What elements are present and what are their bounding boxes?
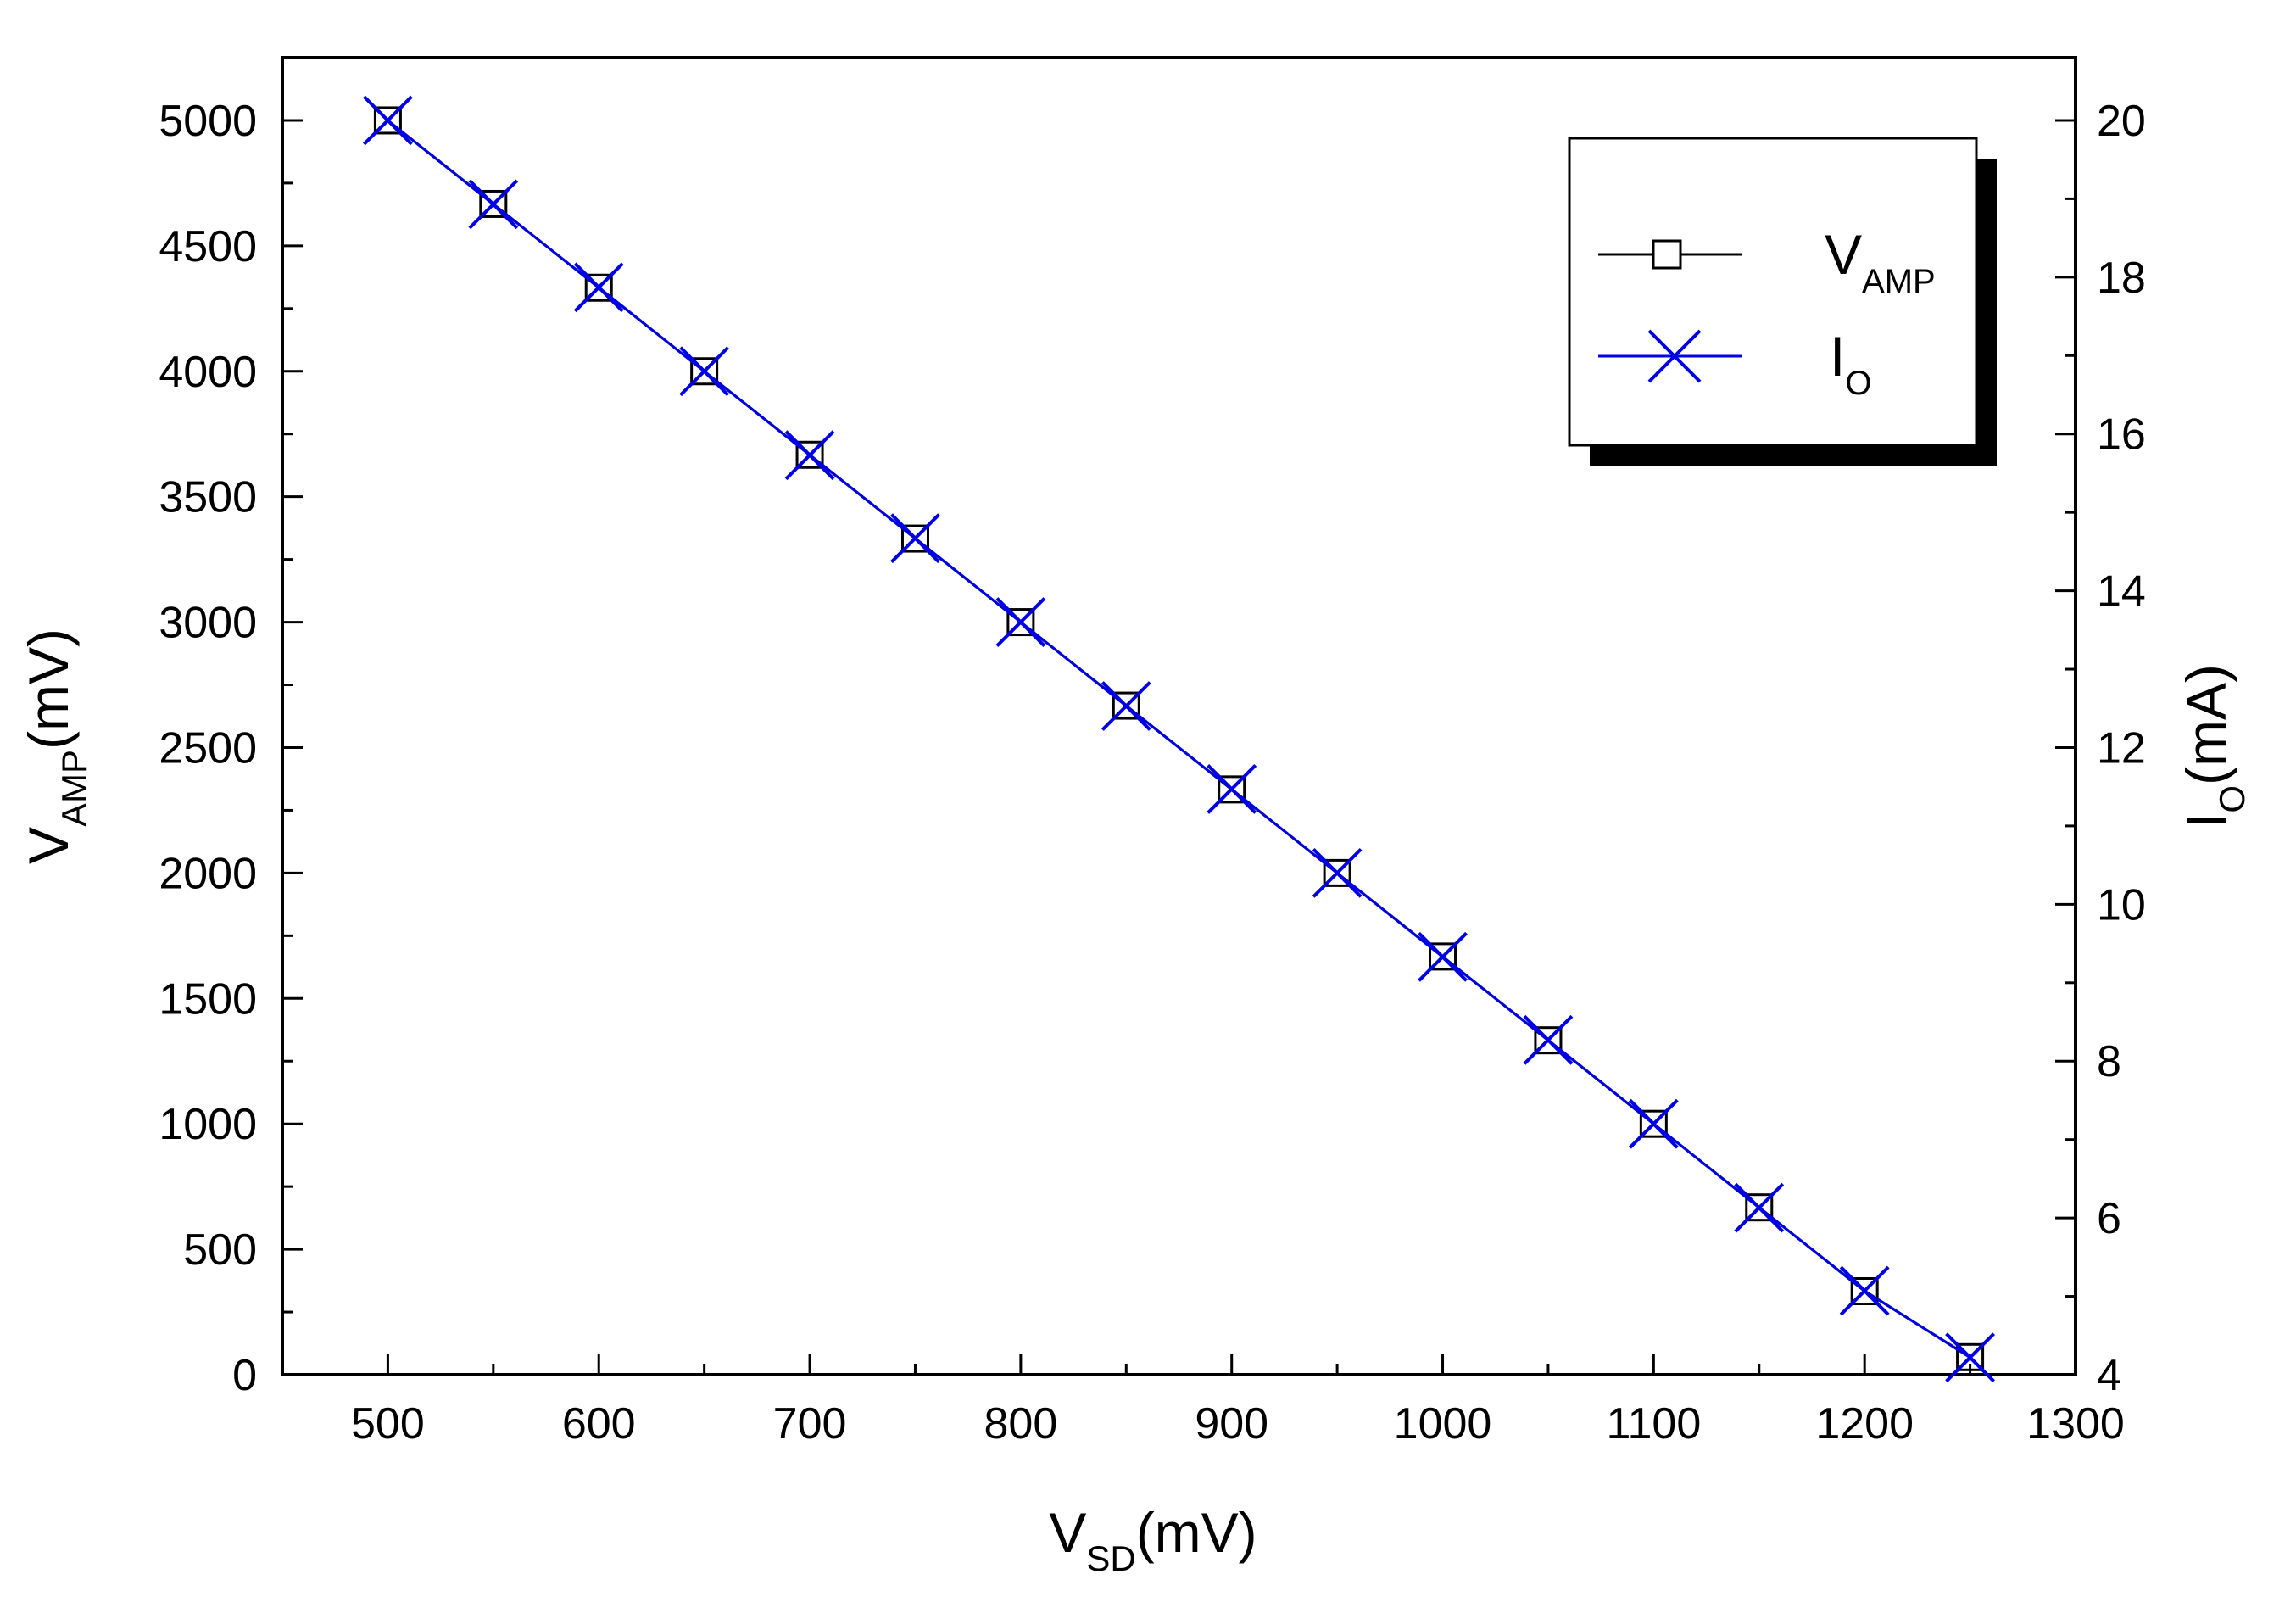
data-point-square [373,106,402,135]
y-tick-label: 0 [232,1351,257,1400]
x-tick-label: 600 [562,1399,636,1448]
x-tick-label: 800 [984,1399,1057,1448]
y-tick-label: 4000 [159,348,257,397]
data-point-square [1956,1342,1985,1371]
y-tick-label: 5000 [159,97,257,146]
data-point-x [1628,1098,1679,1149]
x-marker-stroke [1523,1014,1574,1065]
y2-tick-label: 10 [2097,880,2146,929]
data-point-square [690,357,719,386]
x-marker-stroke [890,513,940,564]
x-marker-stroke [362,95,413,146]
x-marker-stroke [679,346,730,397]
y2-tick-label: 12 [2097,723,2146,773]
data-point-square [795,440,824,469]
y-axis-title: VAMP(mV) [17,628,94,864]
y2-tick-label: 20 [2097,97,2146,146]
legend-box [1568,137,1978,447]
data-point-x [995,597,1046,647]
y2-tick-label: 4 [2097,1351,2121,1400]
data-point-square [479,189,508,218]
data-point-x [468,179,519,230]
x-tick-label: 1300 [2026,1399,2125,1448]
y2-tick-label: 18 [2097,254,2146,303]
data-point-x [1101,681,1151,731]
series-line-i-o [387,119,1971,1359]
y-tick-label: 2500 [159,723,257,773]
series-layer [362,95,1996,1383]
data-point-square [1850,1276,1879,1305]
x-marker-stroke [1101,681,1151,731]
data-point-x [1734,1182,1785,1233]
y2-axis-title: IO(mA) [2175,664,2252,829]
x-marker-stroke [1734,1182,1785,1233]
x-tick-label: 500 [351,1399,425,1448]
x-tick-label: 700 [773,1399,847,1448]
data-point-x [679,346,730,397]
x-tick-label: 900 [1195,1399,1268,1448]
data-point-square [1112,691,1140,720]
x-tick-label: 1100 [1606,1399,1701,1448]
data-point-x [784,430,835,481]
y-tick-label: 2000 [159,849,257,898]
data-point-square [1534,1026,1563,1055]
x-marker-stroke [784,430,835,481]
legend-entry-i-o: IO [1598,325,1871,402]
data-point-square [1639,1109,1668,1138]
x-marker-stroke [1628,1098,1679,1149]
x-tick-label: 1200 [1815,1399,1914,1448]
y-tick-label: 4500 [159,222,257,271]
data-point-x [890,513,940,564]
data-point-x [1839,1265,1890,1316]
x-marker-stroke [995,597,1046,647]
x-marker-stroke [468,179,519,230]
data-point-x [573,262,624,313]
legend-x-marker-b [1647,329,1702,383]
data-point-x [1207,764,1257,814]
data-point-x [1418,931,1468,982]
data-point-square [1323,858,1351,887]
y-tick-label: 3000 [159,599,257,648]
x-marker-stroke [1945,1332,1996,1383]
y2-tick-label: 14 [2097,567,2146,617]
axes: 500 600 700 800 900 1000 1100 1200 1300 0 500 1000 1… [159,56,2146,1448]
x-marker-stroke [1839,1265,1890,1316]
legend-label-v-amp: VAMP [1825,223,1936,300]
y2-tick-label: 6 [2097,1194,2121,1243]
x-axis-title: VSD(mV) [1049,1501,1257,1578]
plot-frame [281,56,2077,1376]
data-point-square [1218,775,1246,804]
data-point-x [1523,1014,1574,1065]
data-point-square [900,524,929,553]
data-point-square [1006,608,1035,637]
data-point-x [1945,1332,1996,1383]
data-point-square [1429,942,1457,971]
y-tick-label: 1000 [159,1100,257,1149]
data-point-x [362,95,413,146]
y-tick-label: 1500 [159,974,257,1024]
data-point-square [584,273,613,302]
y2-tick-label: 8 [2097,1037,2121,1086]
data-point-square [1745,1193,1774,1222]
x-marker-stroke [1312,847,1363,898]
legend-entry-v-amp: VAMP [1598,223,1936,300]
x-marker-stroke [573,262,624,313]
legend: VAMP IO [1568,137,1997,466]
data-point-x [1312,847,1363,898]
y-tick-label: 500 [183,1225,257,1275]
x-tick-label: 1000 [1394,1399,1492,1448]
x-marker-stroke [1418,931,1468,982]
x-marker-stroke [1207,764,1257,814]
y-tick-label: 3500 [159,473,257,522]
legend-label-i-o: IO [1830,325,1871,402]
y2-tick-label: 16 [2097,410,2146,460]
